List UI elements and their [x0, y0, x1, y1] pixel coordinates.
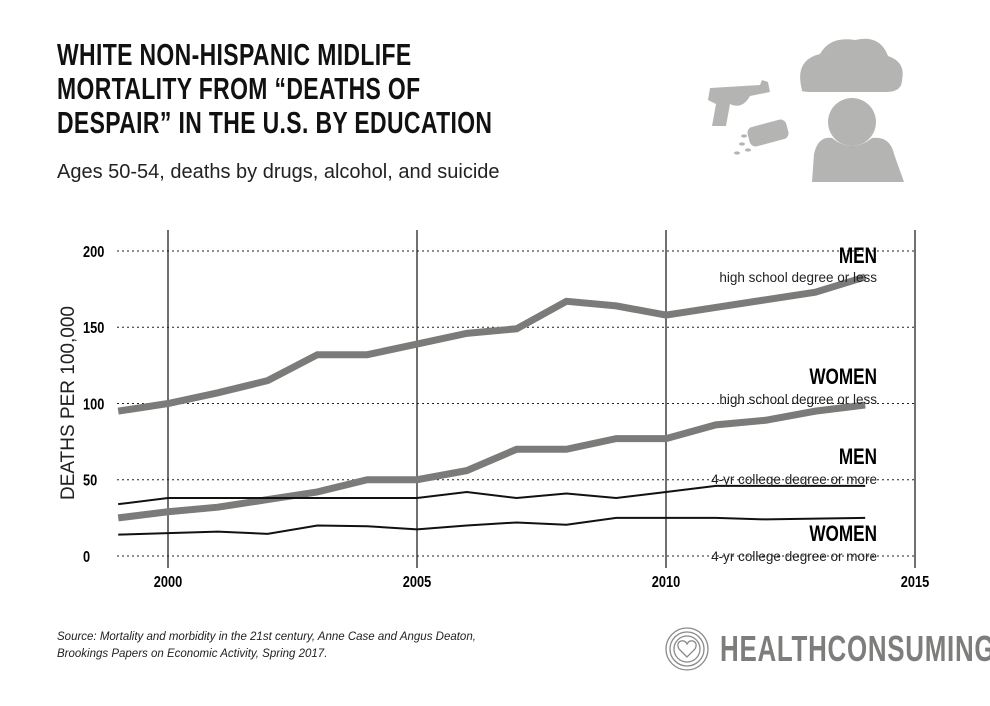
title-line: WHITE NON-HISPANIC MIDLIFE: [57, 37, 412, 72]
chart-title: WHITE NON-HISPANIC MIDLIFE MORTALITY FRO…: [57, 38, 577, 140]
logo: HEALTHCONSUMING: [664, 626, 990, 672]
title-line: DESPAIR” IN THE U.S. BY EDUCATION: [57, 105, 493, 140]
series-label-name: MEN: [839, 244, 877, 269]
source-note: Source: Mortality and morbidity in the 2…: [57, 629, 476, 663]
chart-subtitle: Ages 50-54, deaths by drugs, alcohol, an…: [57, 161, 500, 183]
gun-icon: [708, 80, 770, 126]
y-tick-label: 200: [83, 244, 104, 262]
series-label-name: WOMEN: [809, 365, 877, 390]
logo-text: HEALTHCONSUMING: [720, 628, 990, 669]
series-line-1: [117, 401, 866, 522]
source-line: Source: Mortality and morbidity in the 2…: [57, 631, 476, 643]
series-line-2: [118, 484, 866, 506]
series-line-0: [117, 273, 867, 415]
series-line-3: [118, 516, 866, 536]
series-label-name: WOMEN: [809, 522, 877, 547]
x-tick-label: 2010: [652, 574, 680, 592]
source-line: Brookings Papers on Economic Activity, S…: [57, 648, 328, 660]
y-tick-label: 50: [83, 472, 97, 490]
x-tick-label: 2000: [154, 574, 182, 592]
series-label-name: MEN: [839, 445, 877, 470]
series-label-sub: high school degree or less: [719, 270, 877, 285]
cloud-icon: [800, 38, 903, 92]
pill-bottle-icon: [734, 119, 789, 155]
x-tick-label: 2015: [901, 574, 929, 592]
y-tick-label: 150: [83, 320, 104, 338]
icons-illustration: [708, 38, 904, 182]
series-label-sub: high school degree or less: [719, 392, 877, 407]
series-label-sub: 4-yr college degree or more: [711, 549, 877, 564]
series-label-sub: 4-yr college degree or more: [711, 472, 877, 487]
y-tick-label: 100: [83, 396, 104, 414]
y-axis-label: DEATHS PER 100,000: [58, 306, 79, 500]
person-icon: [812, 98, 904, 182]
y-tick-label: 0: [83, 549, 90, 567]
title-line: MORTALITY FROM “DEATHS OF: [57, 71, 421, 106]
heart-rings-icon: [665, 627, 709, 671]
x-tick-label: 2005: [403, 574, 431, 592]
